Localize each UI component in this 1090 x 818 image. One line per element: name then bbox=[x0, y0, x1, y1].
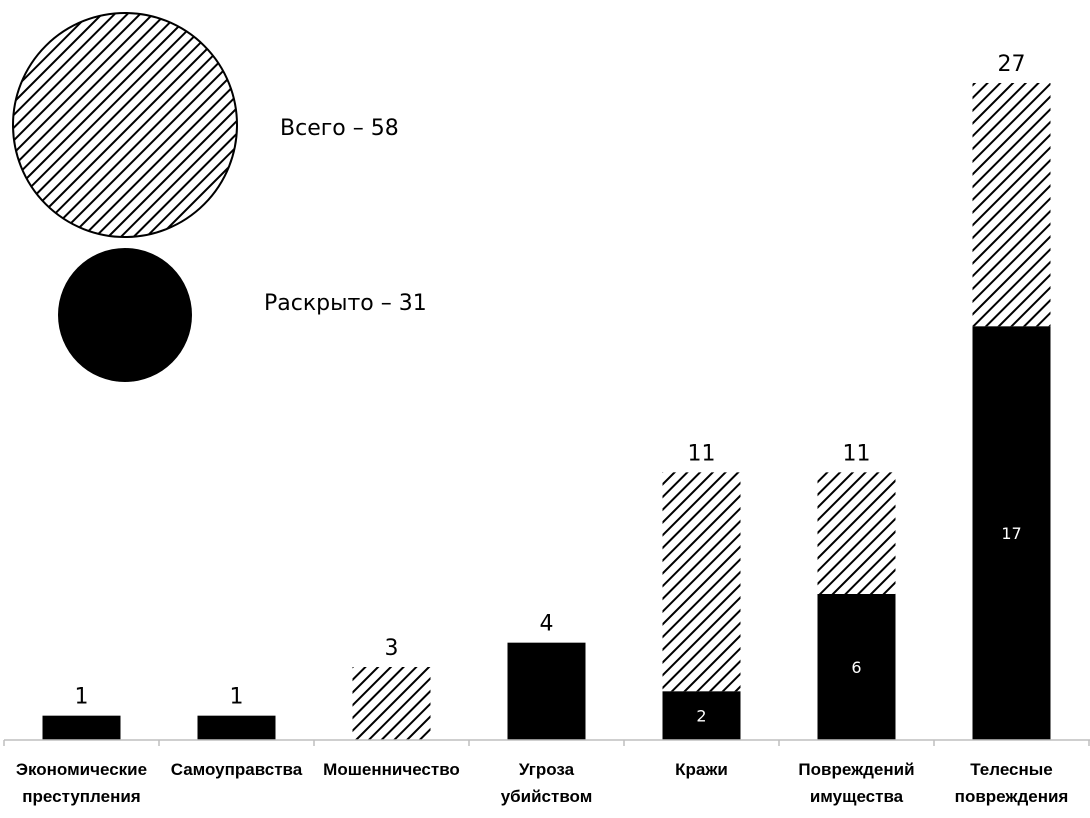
bar-solved bbox=[507, 642, 586, 740]
bar-total-label: 11 bbox=[688, 441, 716, 466]
category-label: Телесные bbox=[970, 760, 1053, 779]
bar-total-label: 3 bbox=[385, 636, 399, 661]
bar-solved bbox=[662, 691, 741, 740]
category-label: убийством bbox=[501, 787, 593, 806]
bar-solved bbox=[972, 326, 1051, 740]
bar-total-label: 4 bbox=[540, 612, 554, 637]
category-label: Угроза bbox=[519, 760, 575, 779]
category-label: Экономические bbox=[16, 760, 147, 779]
bar-solved-label: 17 bbox=[1001, 524, 1021, 543]
category-label: Повреждений bbox=[798, 760, 914, 779]
legend-solved-label: Раскрыто – 31 bbox=[264, 291, 427, 316]
bar-solved-label: 6 bbox=[851, 658, 861, 677]
category-labels: Экономические преступления Самоуправства Мо… bbox=[16, 760, 1068, 806]
bar-solved bbox=[197, 715, 276, 740]
bar-solved bbox=[42, 715, 121, 740]
category-label: Самоуправства bbox=[171, 760, 303, 779]
bar-solved bbox=[817, 594, 896, 740]
bar-total-label: 27 bbox=[998, 52, 1026, 77]
legend-solved-marker bbox=[58, 248, 192, 382]
bar-total-label: 1 bbox=[75, 685, 89, 710]
bar-unsolved bbox=[662, 472, 741, 692]
bar-unsolved bbox=[817, 472, 896, 594]
category-label: преступления bbox=[22, 787, 140, 806]
legend-total-label: Всего – 58 bbox=[280, 116, 399, 141]
x-axis bbox=[3, 739, 1090, 746]
category-label: повреждения bbox=[955, 787, 1069, 806]
bar-unsolved bbox=[972, 83, 1051, 327]
category-label: Кражи bbox=[675, 760, 728, 779]
bar-solved-label: 2 bbox=[696, 707, 706, 726]
legend: Всего – 58 Раскрыто – 31 bbox=[12, 12, 427, 382]
category-label: Мошенничество bbox=[323, 760, 460, 779]
bar-total-label: 1 bbox=[230, 685, 244, 710]
category-label: имущества bbox=[810, 787, 904, 806]
bar-unsolved bbox=[352, 667, 431, 740]
bar-total-label: 11 bbox=[843, 441, 871, 466]
legend-total-marker bbox=[12, 12, 238, 238]
